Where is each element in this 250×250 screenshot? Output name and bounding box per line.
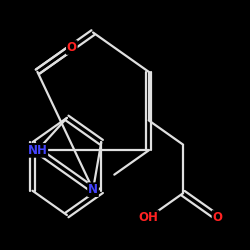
Text: O: O: [212, 211, 222, 224]
Text: O: O: [67, 41, 77, 54]
Text: N: N: [88, 183, 98, 196]
Text: OH: OH: [139, 211, 159, 224]
Text: NH: NH: [28, 144, 47, 157]
